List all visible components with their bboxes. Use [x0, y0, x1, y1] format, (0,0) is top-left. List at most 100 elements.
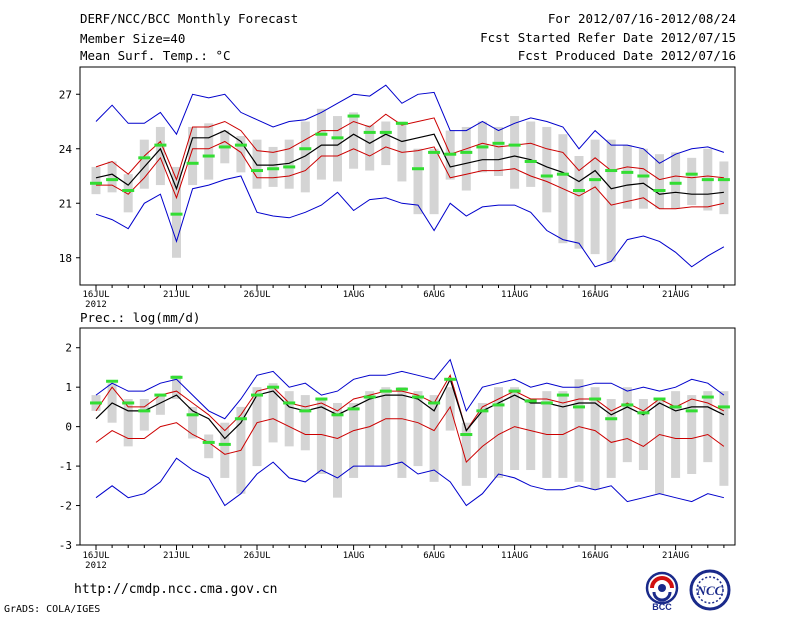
ensemble-mean-line [95, 377, 725, 440]
x-tick-label: 21AUG [662, 551, 689, 561]
observed-marker [669, 405, 682, 409]
observed-marker [122, 189, 135, 193]
ensemble-range-box [638, 148, 648, 209]
observed-marker [90, 401, 102, 405]
x-tick-label: 6AUG [423, 290, 445, 300]
observed-marker [251, 393, 263, 397]
observed-marker [267, 167, 280, 171]
ensemble-range-box [220, 422, 230, 478]
ensemble-range-box [655, 399, 664, 494]
observed-marker [315, 397, 328, 401]
start-date: Fcst Started Refer Date 2012/07/15 [480, 30, 736, 45]
observed-marker [283, 165, 296, 169]
ensemble-range-box [284, 391, 294, 447]
ensemble-range-box [252, 387, 262, 467]
max-line [95, 358, 725, 420]
x-tick-label: 16JUL [82, 290, 109, 300]
observed-marker [218, 145, 231, 149]
ensemble-range-box [429, 148, 439, 215]
temperature-panel: 18 21 24 27 16JUL 21JUL 26JUL 1AUG 6AUG 11AUG 16AU… [59, 66, 736, 310]
y-tick-label: 2 [65, 342, 72, 355]
observed-marker [363, 130, 376, 134]
ensemble-range-box [349, 402, 359, 478]
observed-marker [573, 189, 585, 193]
observed-marker [428, 401, 441, 405]
x-tick-label: 16AUG [582, 290, 609, 300]
x-tick-label: 1AUG [343, 551, 365, 561]
observed-marker [251, 169, 263, 173]
variable2-label: Prec.: log(mm/d) [80, 310, 201, 325]
y-tick-label: 0 [65, 421, 72, 434]
x-tick-label: 11AUG [501, 551, 528, 561]
ensemble-range-box [91, 166, 101, 195]
ensemble-range-box [188, 126, 198, 186]
y-tick-label: 24 [59, 143, 73, 156]
observed-marker [444, 377, 457, 381]
observed-marker [122, 401, 135, 405]
observed-marker [428, 150, 441, 154]
ensemble-range-box [590, 139, 600, 255]
ensemble-mean-line [95, 129, 724, 195]
y-tick-label: 18 [59, 252, 72, 265]
observed-marker [170, 212, 183, 216]
y-tick-label: -1 [59, 460, 72, 473]
observed-marker [540, 401, 553, 405]
source-url: http://cmdp.ncc.cma.gov.cn [74, 582, 278, 597]
ensemble-range-box [494, 387, 503, 478]
upper-spread-line [95, 113, 724, 182]
ensemble-range-box [542, 126, 552, 213]
observed-marker [605, 169, 618, 173]
plot-frame [79, 327, 736, 546]
observed-marker [492, 141, 505, 145]
ensemble-range-box [397, 387, 407, 478]
ensemble-range-box [655, 154, 664, 209]
observed-marker [605, 417, 618, 421]
ensemble-range-box [300, 395, 310, 451]
forecast-period: For 2012/07/16-2012/08/24 [547, 11, 736, 26]
observed-marker [202, 154, 215, 158]
ensemble-range-box [188, 406, 198, 439]
x-tick-label: 21AUG [662, 290, 689, 300]
observed-marker [556, 393, 569, 397]
observed-marker [299, 147, 312, 151]
x-tick-label: 1AUG [343, 290, 365, 300]
ensemble-range-box [172, 166, 181, 258]
ensemble-range-box [397, 121, 407, 182]
ensemble-range-box [333, 402, 342, 498]
ensemble-range-box [703, 391, 713, 463]
ensemble-range-box [622, 387, 632, 463]
observed-marker [476, 409, 489, 413]
observed-marker [685, 409, 698, 413]
ensemble-range-box [526, 121, 536, 187]
ensemble-range-box [606, 139, 616, 262]
precipitation-panel: -3 -2 -1 0 1 2 16JUL 21JUL 26JUL 1AUG 6AUG 11AUG 16A… [59, 327, 736, 571]
observed-marker [154, 393, 167, 397]
ensemble-range-box [123, 174, 133, 213]
ensemble-range-box [671, 391, 681, 478]
observed-marker [234, 417, 247, 421]
bcc-logo-text: BCC [652, 602, 672, 612]
ensemble-range-box [268, 146, 278, 187]
observed-marker [347, 407, 360, 411]
ensemble-range-box [606, 399, 616, 478]
ensemble-range-box [526, 399, 536, 471]
y-tick-label: 27 [59, 88, 72, 101]
observed-marker [299, 409, 312, 413]
ensemble-range-box [155, 395, 165, 415]
observed-marker [589, 178, 602, 182]
x-tick-label: 21JUL [163, 290, 190, 300]
ensemble-range-box [204, 123, 214, 180]
lower-spread-line [95, 405, 725, 464]
ensemble-range-box [719, 161, 729, 215]
ensemble-range-box [316, 108, 326, 180]
observed-marker [717, 178, 730, 182]
min-line [95, 457, 725, 507]
x-tick-label: 6AUG [423, 551, 445, 561]
ensemble-range-box [204, 434, 214, 459]
y-tick-label: 1 [65, 381, 72, 394]
observed-marker [170, 375, 183, 379]
ensemble-range-box [510, 387, 520, 471]
bcc-logo: BCC [645, 571, 679, 612]
max-line [95, 84, 725, 164]
